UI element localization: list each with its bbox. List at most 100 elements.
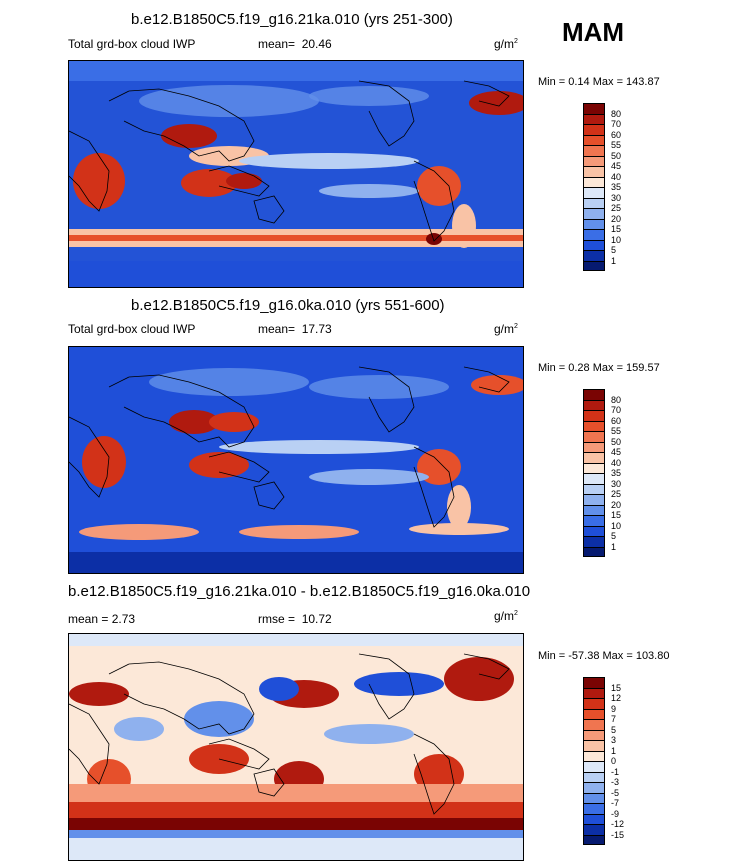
panel3-colorbar-tick-label: 7	[611, 714, 617, 724]
panel1-minmax: Min = 0.14 Max = 143.87	[538, 76, 660, 88]
panel2-colorbar-tick-label: 40	[611, 457, 622, 468]
panel3-colorbar-swatch	[583, 792, 605, 803]
panel3-colorbar-swatch	[583, 750, 605, 761]
panel2-colorbar-swatch	[583, 515, 605, 526]
panel1-colorbar-tick-label: 25	[611, 203, 622, 213]
panel1-colorbar-tick-label: 5	[611, 245, 617, 255]
panel2-colorbar-swatch	[583, 462, 605, 473]
panel3-colorbar-tick-label: 3	[611, 735, 617, 745]
panel1-colorbar-tick-label: 30	[611, 192, 622, 203]
panel1-title: b.e12.B1850C5.f19_g16.21ka.010 (yrs 251-…	[131, 11, 453, 28]
panel3-minmax: Min = -57.38 Max = 103.80	[538, 650, 670, 662]
panel1-colorbar-tick-label: 50	[611, 150, 622, 161]
panel3-colorbar-tick-label: 9	[611, 703, 617, 714]
panel1-colorbar-swatch	[583, 176, 605, 187]
panel3-colorbar-swatch	[583, 782, 605, 793]
panel1-colorbar	[583, 103, 605, 271]
panel1-variable-label: Total grd-box cloud IWP	[68, 37, 196, 51]
panel1-colorbar-labels: 80 70 60 55 50 45 40 35 30 25 20 15 10 5 1	[611, 103, 641, 271]
panel3-colorbar-tick-label: 5	[611, 724, 617, 735]
panel3-colorbar-swatch	[583, 761, 605, 772]
panel1-colorbar-swatch	[583, 103, 605, 114]
panel1-colorbar-tick-label: 35	[611, 182, 622, 192]
season-label: MAM	[562, 17, 625, 47]
panel1-colorbar-tick-label: 70	[611, 119, 622, 129]
panel1-colorbar-swatch	[583, 218, 605, 229]
panel2-colorbar-swatch	[583, 504, 605, 515]
panel3-colorbar-tick-label: -1	[611, 766, 620, 777]
panel2-colorbar-tick-label: 10	[611, 520, 622, 531]
panel2-colorbar-tick-label: 80	[611, 394, 622, 405]
panel1-colorbar-swatch	[583, 155, 605, 166]
panel1-colorbar-swatch	[583, 229, 605, 240]
panel1-colorbar-swatch	[583, 166, 605, 177]
panel1-colorbar-swatch	[583, 260, 605, 271]
panel2-colorbar	[583, 389, 605, 557]
panel2-minmax: Min = 0.28 Max = 159.57	[538, 362, 660, 374]
panel3-colorbar-swatch	[583, 813, 605, 824]
panel2-colorbar-tick-label: 35	[611, 468, 622, 478]
panel3-colorbar-tick-label: 0	[611, 756, 617, 766]
panel2-colorbar-tick-label: 15	[611, 510, 622, 520]
panel3-colorbar-swatch	[583, 834, 605, 845]
panel3-colorbar-tick-label: -5	[611, 787, 620, 798]
panel2-colorbar-swatch	[583, 536, 605, 547]
panel2-colorbar-tick-label: 70	[611, 405, 622, 415]
panel3-colorbar-labels: 15 12 9 7 5 3 1 0 -1 -3 -5 -7 -9 -12 -15	[611, 677, 641, 845]
panel3-colorbar-swatch	[583, 708, 605, 719]
panel1-colorbar-tick-label: 60	[611, 129, 622, 140]
panel3-colorbar-tick-label: -3	[611, 777, 620, 787]
panel2-colorbar-swatch	[583, 431, 605, 442]
panel2-colorbar-tick-label: 30	[611, 478, 622, 489]
panel2-colorbar-tick-label: 55	[611, 426, 622, 436]
panel2-colorbar-swatch	[583, 473, 605, 484]
panel1-colorbar-swatch	[583, 134, 605, 145]
panel3-coastlines	[69, 653, 510, 815]
panel3-colorbar-tick-label: -9	[611, 808, 620, 819]
panel3-colorbar-tick-label: 1	[611, 745, 617, 756]
panel1-colorbar-tick-label: 40	[611, 171, 622, 182]
panel3-map	[68, 633, 524, 861]
panel3-colorbar-swatch	[583, 740, 605, 751]
panel2-colorbar-swatch	[583, 546, 605, 557]
panel1-colorbar-swatch	[583, 239, 605, 250]
panel2-colorbar-swatch	[583, 399, 605, 410]
panel1-colorbar-swatch	[583, 113, 605, 124]
panel1-colorbar-tick-label: 55	[611, 140, 622, 150]
panel1-colorbar-tick-label: 10	[611, 234, 622, 245]
panel1-map	[68, 60, 524, 288]
panel3-colorbar-swatch	[583, 771, 605, 782]
panel1-units: g/m2	[494, 37, 518, 51]
panel1-colorbar-swatch	[583, 124, 605, 135]
panel2-coastlines	[69, 366, 510, 528]
panel3-colorbar-tick-label: -15	[611, 829, 625, 840]
panel3-colorbar-swatch	[583, 719, 605, 730]
panel2-colorbar-swatch	[583, 389, 605, 400]
panel2-units: g/m2	[494, 322, 518, 336]
panel2-colorbar-swatch	[583, 452, 605, 463]
panel3-rmse: rmse = 10.72	[258, 612, 332, 626]
panel3-colorbar-swatch	[583, 729, 605, 740]
panel3-colorbar-tick-label: -12	[611, 819, 625, 829]
panel3-colorbar-swatch	[583, 824, 605, 835]
panel2-colorbar-swatch	[583, 420, 605, 431]
panel3-title: b.e12.B1850C5.f19_g16.21ka.010 - b.e12.B…	[68, 583, 531, 600]
panel2-colorbar-tick-label: 20	[611, 499, 622, 510]
panel1-colorbar-swatch	[583, 187, 605, 198]
panel3-colorbar-tick-label: 15	[611, 682, 622, 693]
panel3-colorbar	[583, 677, 605, 845]
panel1-colorbar-swatch	[583, 197, 605, 208]
panel3-colorbar-tick-label: 12	[611, 693, 622, 703]
panel2-colorbar-tick-label: 60	[611, 415, 622, 426]
panel2-title: b.e12.B1850C5.f19_g16.0ka.010 (yrs 551-6…	[131, 297, 445, 314]
panel1-coastlines	[69, 80, 510, 242]
panel2-colorbar-tick-label: 1	[611, 541, 617, 552]
panel3-colorbar-swatch	[583, 698, 605, 709]
panel1-colorbar-tick-label: 80	[611, 108, 622, 119]
panel1-colorbar-swatch	[583, 145, 605, 156]
panel2-map	[68, 346, 524, 574]
panel3-mean: mean = 2.73	[68, 612, 136, 626]
panel3-colorbar-tick-label: -7	[611, 798, 620, 808]
panel2-colorbar-swatch	[583, 441, 605, 452]
panel2-field-features	[69, 368, 523, 573]
